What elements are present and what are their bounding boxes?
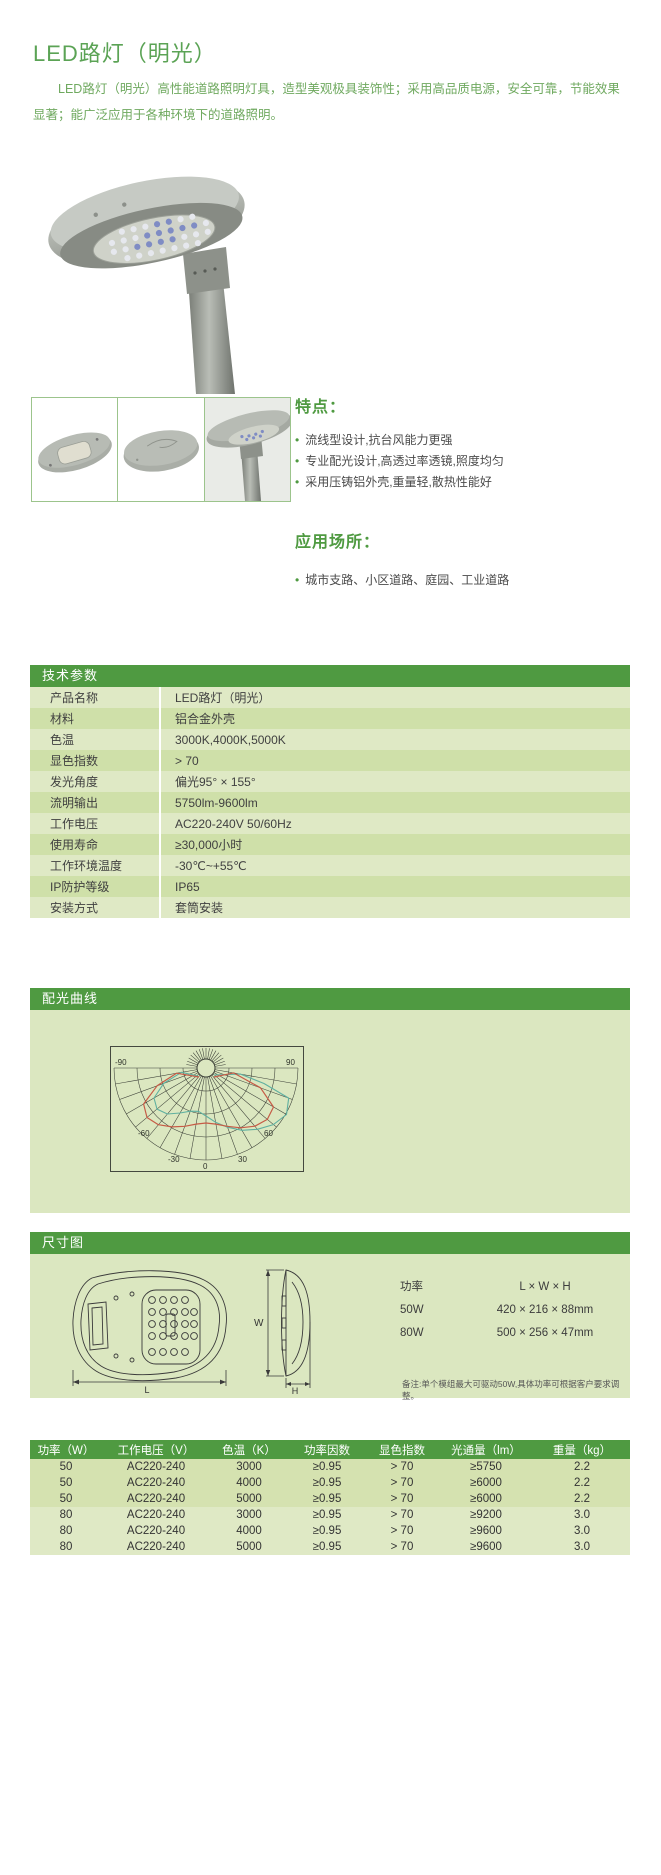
thumbnail-gallery [31, 397, 291, 502]
spec-row: 80 AC220-240 4000 ≥0.95 > 70 ≥9600 3.0 [30, 1523, 630, 1539]
svg-text:H: H [292, 1386, 299, 1394]
spec-table-section: 功率（W） 工作电压（V） 色温（K） 功率因数 显色指数 光通量（lm） 重量… [30, 1440, 630, 1555]
svg-text:-90: -90 [115, 1058, 127, 1067]
spec-header-row: 功率（W） 工作电压（V） 色温（K） 功率因数 显色指数 光通量（lm） 重量… [30, 1440, 630, 1459]
table-row: 工作环境温度 -30℃~+55℃ [30, 855, 630, 876]
table-row: 发光角度 偏光95° × 155° [30, 771, 630, 792]
applications-section: 应用场所： • 城市支路、小区道路、庭园、工业道路 [295, 528, 625, 591]
product-description: LED路灯（明光）高性能道路照明灯具，造型美观极具装饰性；采用高品质电源，安全可… [33, 82, 620, 122]
light-curve-body: -90 90 -60 60 -30 30 0 [30, 1010, 630, 1213]
svg-text:-60: -60 [138, 1129, 150, 1138]
svg-text:L: L [144, 1385, 149, 1394]
top-view-drawing: L [72, 1270, 227, 1394]
feature-item: • 采用压铸铝外壳,重量轻,散热性能好 [295, 472, 625, 493]
light-curve-header: 配光曲线 [30, 988, 630, 1010]
spec-row: 50 AC220-240 5000 ≥0.95 > 70 ≥6000 2.2 [30, 1491, 630, 1507]
thumbnail-side-view[interactable] [203, 397, 291, 502]
bullet-icon: • [295, 475, 300, 489]
table-row: 显色指数 > 70 [30, 750, 630, 771]
polar-distribution-chart: -90 90 -60 60 -30 30 0 [110, 1046, 304, 1172]
spec-row: 80 AC220-240 3000 ≥0.95 > 70 ≥9200 3.0 [30, 1507, 630, 1523]
bullet-icon: • [295, 433, 300, 447]
svg-text:W: W [254, 1318, 264, 1329]
light-curve-section: 配光曲线 [30, 988, 630, 1213]
dimensions-section: 尺寸图 L [30, 1232, 630, 1401]
feature-item: • 专业配光设计,高透过率透镜,照度均匀 [295, 451, 625, 472]
table-row: 产品名称 LED路灯（明光） [30, 687, 630, 708]
table-row: 材料 铝合金外壳 [30, 708, 630, 729]
side-view-drawing: W H [254, 1269, 311, 1394]
thumbnail-bottom-view[interactable] [31, 397, 119, 502]
svg-text:60: 60 [264, 1129, 273, 1138]
curve-red [142, 1072, 275, 1129]
features-heading: 特点： [295, 399, 347, 416]
table-row: 色温 3000K,4000K,5000K [30, 729, 630, 750]
svg-text:90: 90 [286, 1058, 295, 1067]
spec-table: 功率（W） 工作电压（V） 色温（K） 功率因数 显色指数 光通量（lm） 重量… [30, 1440, 630, 1555]
spec-row: 80 AC220-240 5000 ≥0.95 > 70 ≥9600 3.0 [30, 1539, 630, 1555]
thumbnail-top-view[interactable] [117, 397, 205, 502]
svg-text:30: 30 [238, 1155, 247, 1164]
product-photo [38, 160, 262, 396]
tech-params-section: 技术参数 产品名称 LED路灯（明光） 材料 铝合金外壳 色温 3000K,4000K… [30, 665, 630, 918]
table-row: 安装方式 套筒安装 [30, 897, 630, 918]
curve-teal [153, 1071, 290, 1131]
dimension-row: 50W 420 × 216 × 88mm [400, 1304, 594, 1316]
svg-text:0: 0 [203, 1162, 208, 1171]
svg-text:-30: -30 [168, 1155, 180, 1164]
features-section: 特点： • 流线型设计,抗台风能力更强 • 专业配光设计,高透过率透镜,照度均匀 •… [295, 393, 625, 493]
street-light-image [48, 176, 245, 394]
page-title: LED路灯（明光） [33, 41, 217, 66]
application-item: • 城市支路、小区道路、庭园、工业道路 [295, 570, 625, 591]
feature-item: • 流线型设计,抗台风能力更强 [295, 430, 625, 451]
dimensions-body: L W H 功率 L × W × H 50W 4 [30, 1254, 630, 1401]
dimension-table: 功率 L × W × H 50W 420 × 216 × 88mm 80W 50… [400, 1276, 628, 1345]
table-row: 工作电压 AC220-240V 50/60Hz [30, 813, 630, 834]
dimension-table-header: 功率 L × W × H [400, 1281, 571, 1293]
spec-row: 50 AC220-240 4000 ≥0.95 > 70 ≥6000 2.2 [30, 1475, 630, 1491]
tech-params-header: 技术参数 [30, 665, 630, 687]
tech-params-table: 产品名称 LED路灯（明光） 材料 铝合金外壳 色温 3000K,4000K,5000… [30, 687, 630, 918]
bullet-icon: • [295, 454, 300, 468]
dimension-row: 80W 500 × 256 × 47mm [400, 1327, 594, 1339]
dimensions-header: 尺寸图 [30, 1232, 630, 1254]
spec-row: 50 AC220-240 3000 ≥0.95 > 70 ≥5750 2.2 [30, 1459, 630, 1475]
table-row: IP防护等级 IP65 [30, 876, 630, 897]
applications-heading: 应用场所： [295, 534, 381, 551]
table-row: 使用寿命 ≥30,000小时 [30, 834, 630, 855]
dimension-note: 备注:单个模组最大可驱动50W,具体功率可根据客户要求调整。 [402, 1379, 620, 1401]
table-row: 流明输出 5750lm-9600lm [30, 792, 630, 813]
bullet-icon: • [295, 573, 300, 587]
